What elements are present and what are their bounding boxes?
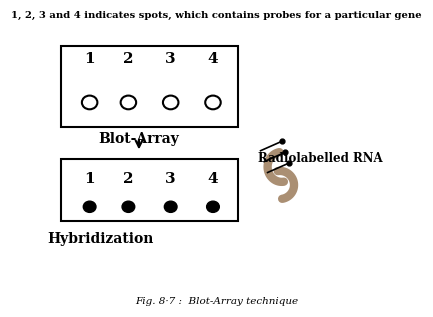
Text: Radiolabelled RNA: Radiolabelled RNA: [258, 152, 382, 165]
Circle shape: [163, 96, 178, 109]
Circle shape: [82, 96, 97, 109]
Text: 4: 4: [208, 52, 218, 66]
Text: 1: 1: [84, 172, 95, 186]
Text: 2: 2: [123, 172, 134, 186]
Circle shape: [121, 96, 136, 109]
Circle shape: [207, 201, 220, 212]
Text: Hybridization: Hybridization: [47, 232, 153, 247]
Bar: [61, 46, 238, 127]
Text: Blot-Array: Blot-Array: [99, 132, 179, 146]
Text: 3: 3: [165, 172, 176, 186]
Bar: [61, 158, 238, 221]
Text: 4: 4: [208, 172, 218, 186]
Text: 3: 3: [165, 52, 176, 66]
Text: 2: 2: [123, 52, 134, 66]
Circle shape: [122, 201, 135, 212]
Text: 1: 1: [84, 52, 95, 66]
FancyArrowPatch shape: [267, 208, 295, 227]
Text: Fig. 8·7 :  Blot-Array technique: Fig. 8·7 : Blot-Array technique: [135, 297, 298, 306]
Circle shape: [165, 201, 177, 212]
Circle shape: [83, 201, 96, 212]
Text: 1, 2, 3 and 4 indicates spots, which contains probes for a particular gene: 1, 2, 3 and 4 indicates spots, which con…: [11, 10, 422, 20]
Circle shape: [205, 96, 221, 109]
